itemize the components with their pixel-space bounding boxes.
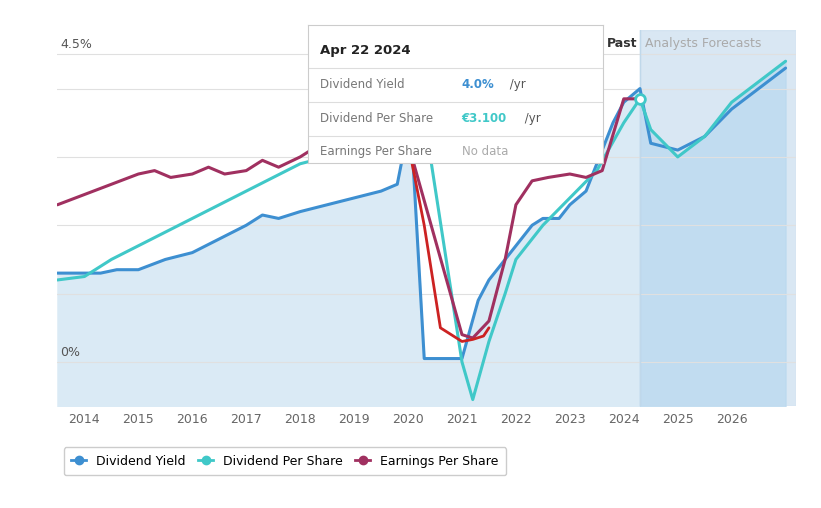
Bar bbox=[640, 30, 796, 406]
Text: Dividend Per Share: Dividend Per Share bbox=[319, 112, 433, 125]
Text: 0%: 0% bbox=[60, 345, 80, 359]
Text: Apr 22 2024: Apr 22 2024 bbox=[319, 44, 410, 56]
Text: €3.100: €3.100 bbox=[461, 112, 507, 125]
Text: Analysts Forecasts: Analysts Forecasts bbox=[645, 37, 762, 50]
Text: Earnings Per Share: Earnings Per Share bbox=[319, 145, 432, 158]
Text: /yr: /yr bbox=[521, 112, 540, 125]
Text: 4.0%: 4.0% bbox=[461, 78, 494, 91]
Legend: Dividend Yield, Dividend Per Share, Earnings Per Share: Dividend Yield, Dividend Per Share, Earn… bbox=[64, 448, 507, 475]
Text: Past: Past bbox=[607, 37, 637, 50]
Text: Dividend Yield: Dividend Yield bbox=[319, 78, 404, 91]
Text: /yr: /yr bbox=[506, 78, 525, 91]
Text: No data: No data bbox=[461, 145, 508, 158]
Text: 4.5%: 4.5% bbox=[60, 38, 92, 51]
